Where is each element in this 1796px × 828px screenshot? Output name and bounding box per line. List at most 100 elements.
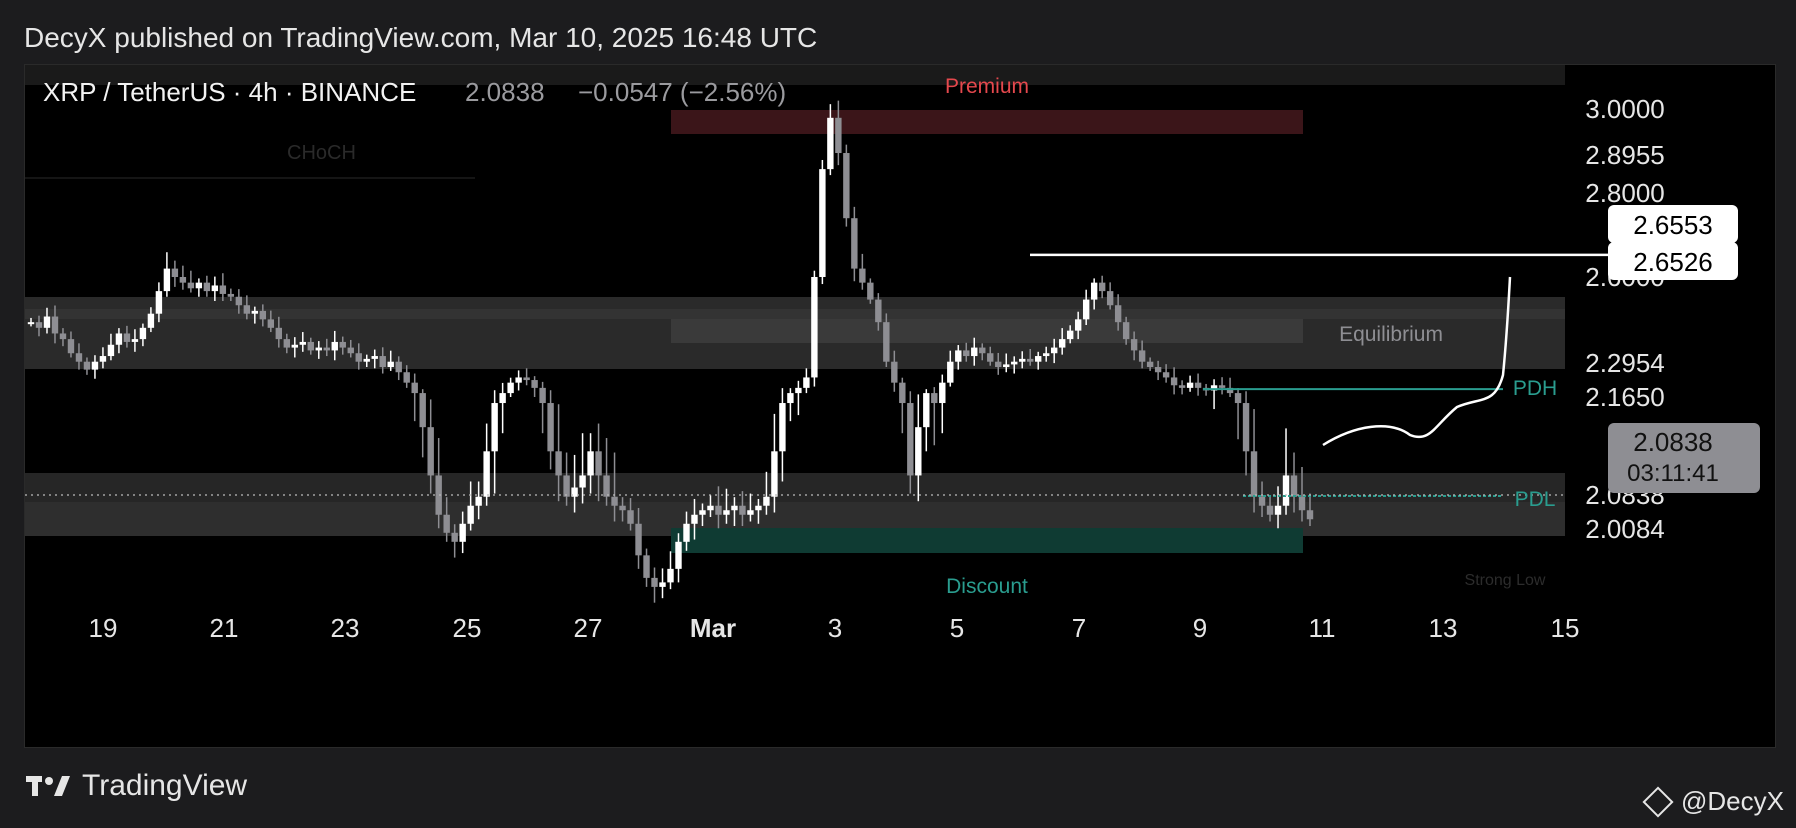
candle-body <box>1035 356 1042 362</box>
candle-body <box>811 277 818 378</box>
candle-body <box>307 341 314 351</box>
candle-body <box>971 347 978 357</box>
candle-body <box>443 514 450 533</box>
candle-body <box>1210 385 1218 391</box>
x-tick-label: 9 <box>1193 613 1207 643</box>
candle-body <box>643 555 650 578</box>
candle-body <box>235 296 243 306</box>
candle-body <box>1122 322 1130 340</box>
candle-body <box>715 505 722 515</box>
candle-body <box>619 505 626 511</box>
symbol-price: 2.0838 <box>465 77 545 107</box>
x-tick-label: 19 <box>89 613 118 643</box>
tradingview-logo-icon <box>26 776 70 796</box>
candle-body <box>635 523 642 556</box>
candle-body <box>283 339 290 348</box>
candle-body <box>603 475 610 497</box>
candle-body <box>651 577 658 587</box>
discount-label: Discount <box>946 575 1028 598</box>
x-tick-label: 27 <box>574 613 603 643</box>
candle-body <box>1306 510 1314 520</box>
candle-body <box>491 403 498 452</box>
candle-body <box>1250 451 1258 497</box>
x-tick-label: 11 <box>1309 613 1336 643</box>
candle-body <box>347 347 354 354</box>
candle-body <box>243 305 251 314</box>
candle-body <box>875 299 882 323</box>
x-tick-label: 13 <box>1429 613 1458 643</box>
x-tick-label: 21 <box>210 613 239 643</box>
candle-body <box>1178 385 1186 388</box>
candle-body <box>843 153 850 219</box>
candle-body <box>411 382 418 394</box>
candle-body <box>1226 387 1234 394</box>
candle-body <box>1154 367 1162 373</box>
candle-body <box>507 382 514 394</box>
candle-body <box>755 505 762 511</box>
candle-body <box>339 341 346 348</box>
candle-body <box>1162 372 1170 378</box>
candle-body <box>27 322 35 325</box>
candle-body <box>459 523 466 542</box>
pdl-label: PDL <box>1515 488 1556 511</box>
candle-body <box>1170 377 1178 386</box>
candle-body <box>1194 382 1202 388</box>
premium-label: Premium <box>945 75 1029 98</box>
symbol-change: −0.0547 (−2.56%) <box>578 77 786 107</box>
candle-body <box>483 451 490 497</box>
candle-body <box>187 282 195 289</box>
candle-body <box>363 358 370 362</box>
candle-body <box>379 356 386 368</box>
y-tick-label: 2.2954 <box>1585 348 1665 378</box>
footer-brand: TradingView <box>82 769 248 802</box>
y-tick-label: 3.0000 <box>1585 94 1665 124</box>
candle-body <box>939 382 946 404</box>
candle-body <box>355 353 362 362</box>
y-tick-label: 2.0084 <box>1585 514 1665 544</box>
candle-body <box>395 361 402 373</box>
candle-body <box>675 541 682 569</box>
candle-body <box>827 117 834 170</box>
candle-body <box>43 316 51 328</box>
candle-body <box>1058 339 1066 348</box>
candle-body <box>627 510 634 524</box>
candle-body <box>523 377 530 381</box>
candle-body <box>835 117 842 154</box>
price-chart[interactable]: Premium Equilibrium Discount CHoCH PDH PDL Str… <box>25 65 1775 747</box>
candle-body <box>795 387 802 394</box>
candle-body <box>579 475 586 488</box>
candle-body <box>171 268 179 277</box>
candle-body <box>555 451 562 476</box>
candle-body <box>387 361 394 368</box>
candle-body <box>139 327 147 340</box>
candle-body <box>75 353 83 362</box>
candle-body <box>1106 291 1114 306</box>
candle-body <box>771 451 778 497</box>
candle-body <box>1098 282 1106 292</box>
candle-body <box>1258 496 1266 506</box>
x-tick-label: 5 <box>950 613 964 643</box>
y-tick-label: 2.8000 <box>1585 178 1665 208</box>
candle-body <box>995 361 1002 368</box>
upper-band-inner <box>25 309 1565 319</box>
candle-body <box>371 356 378 359</box>
candle-body <box>1138 350 1146 362</box>
x-tick-label: Mar <box>690 613 736 643</box>
candle-body <box>683 523 690 542</box>
publish-header: DecyX published on TradingView.com, Mar … <box>24 22 818 53</box>
candle-body <box>1082 299 1090 320</box>
candle-body <box>611 496 618 506</box>
candle-body <box>107 344 115 357</box>
price-tag-white <box>1608 242 1738 280</box>
candle-body <box>595 451 602 476</box>
x-tick-label: 25 <box>453 613 482 643</box>
equilibrium-label: Equilibrium <box>1339 323 1443 346</box>
price-tag-label: 2.6553 <box>1633 210 1713 240</box>
candle-body <box>659 582 666 587</box>
premium-zone <box>671 110 1303 134</box>
choch-label: CHoCH <box>287 142 356 164</box>
chart-frame[interactable]: Premium Equilibrium Discount CHoCH PDH PDL Str… <box>24 64 1776 748</box>
candle-body <box>251 310 259 314</box>
candle-body <box>587 451 594 476</box>
candle-body <box>1066 330 1074 340</box>
